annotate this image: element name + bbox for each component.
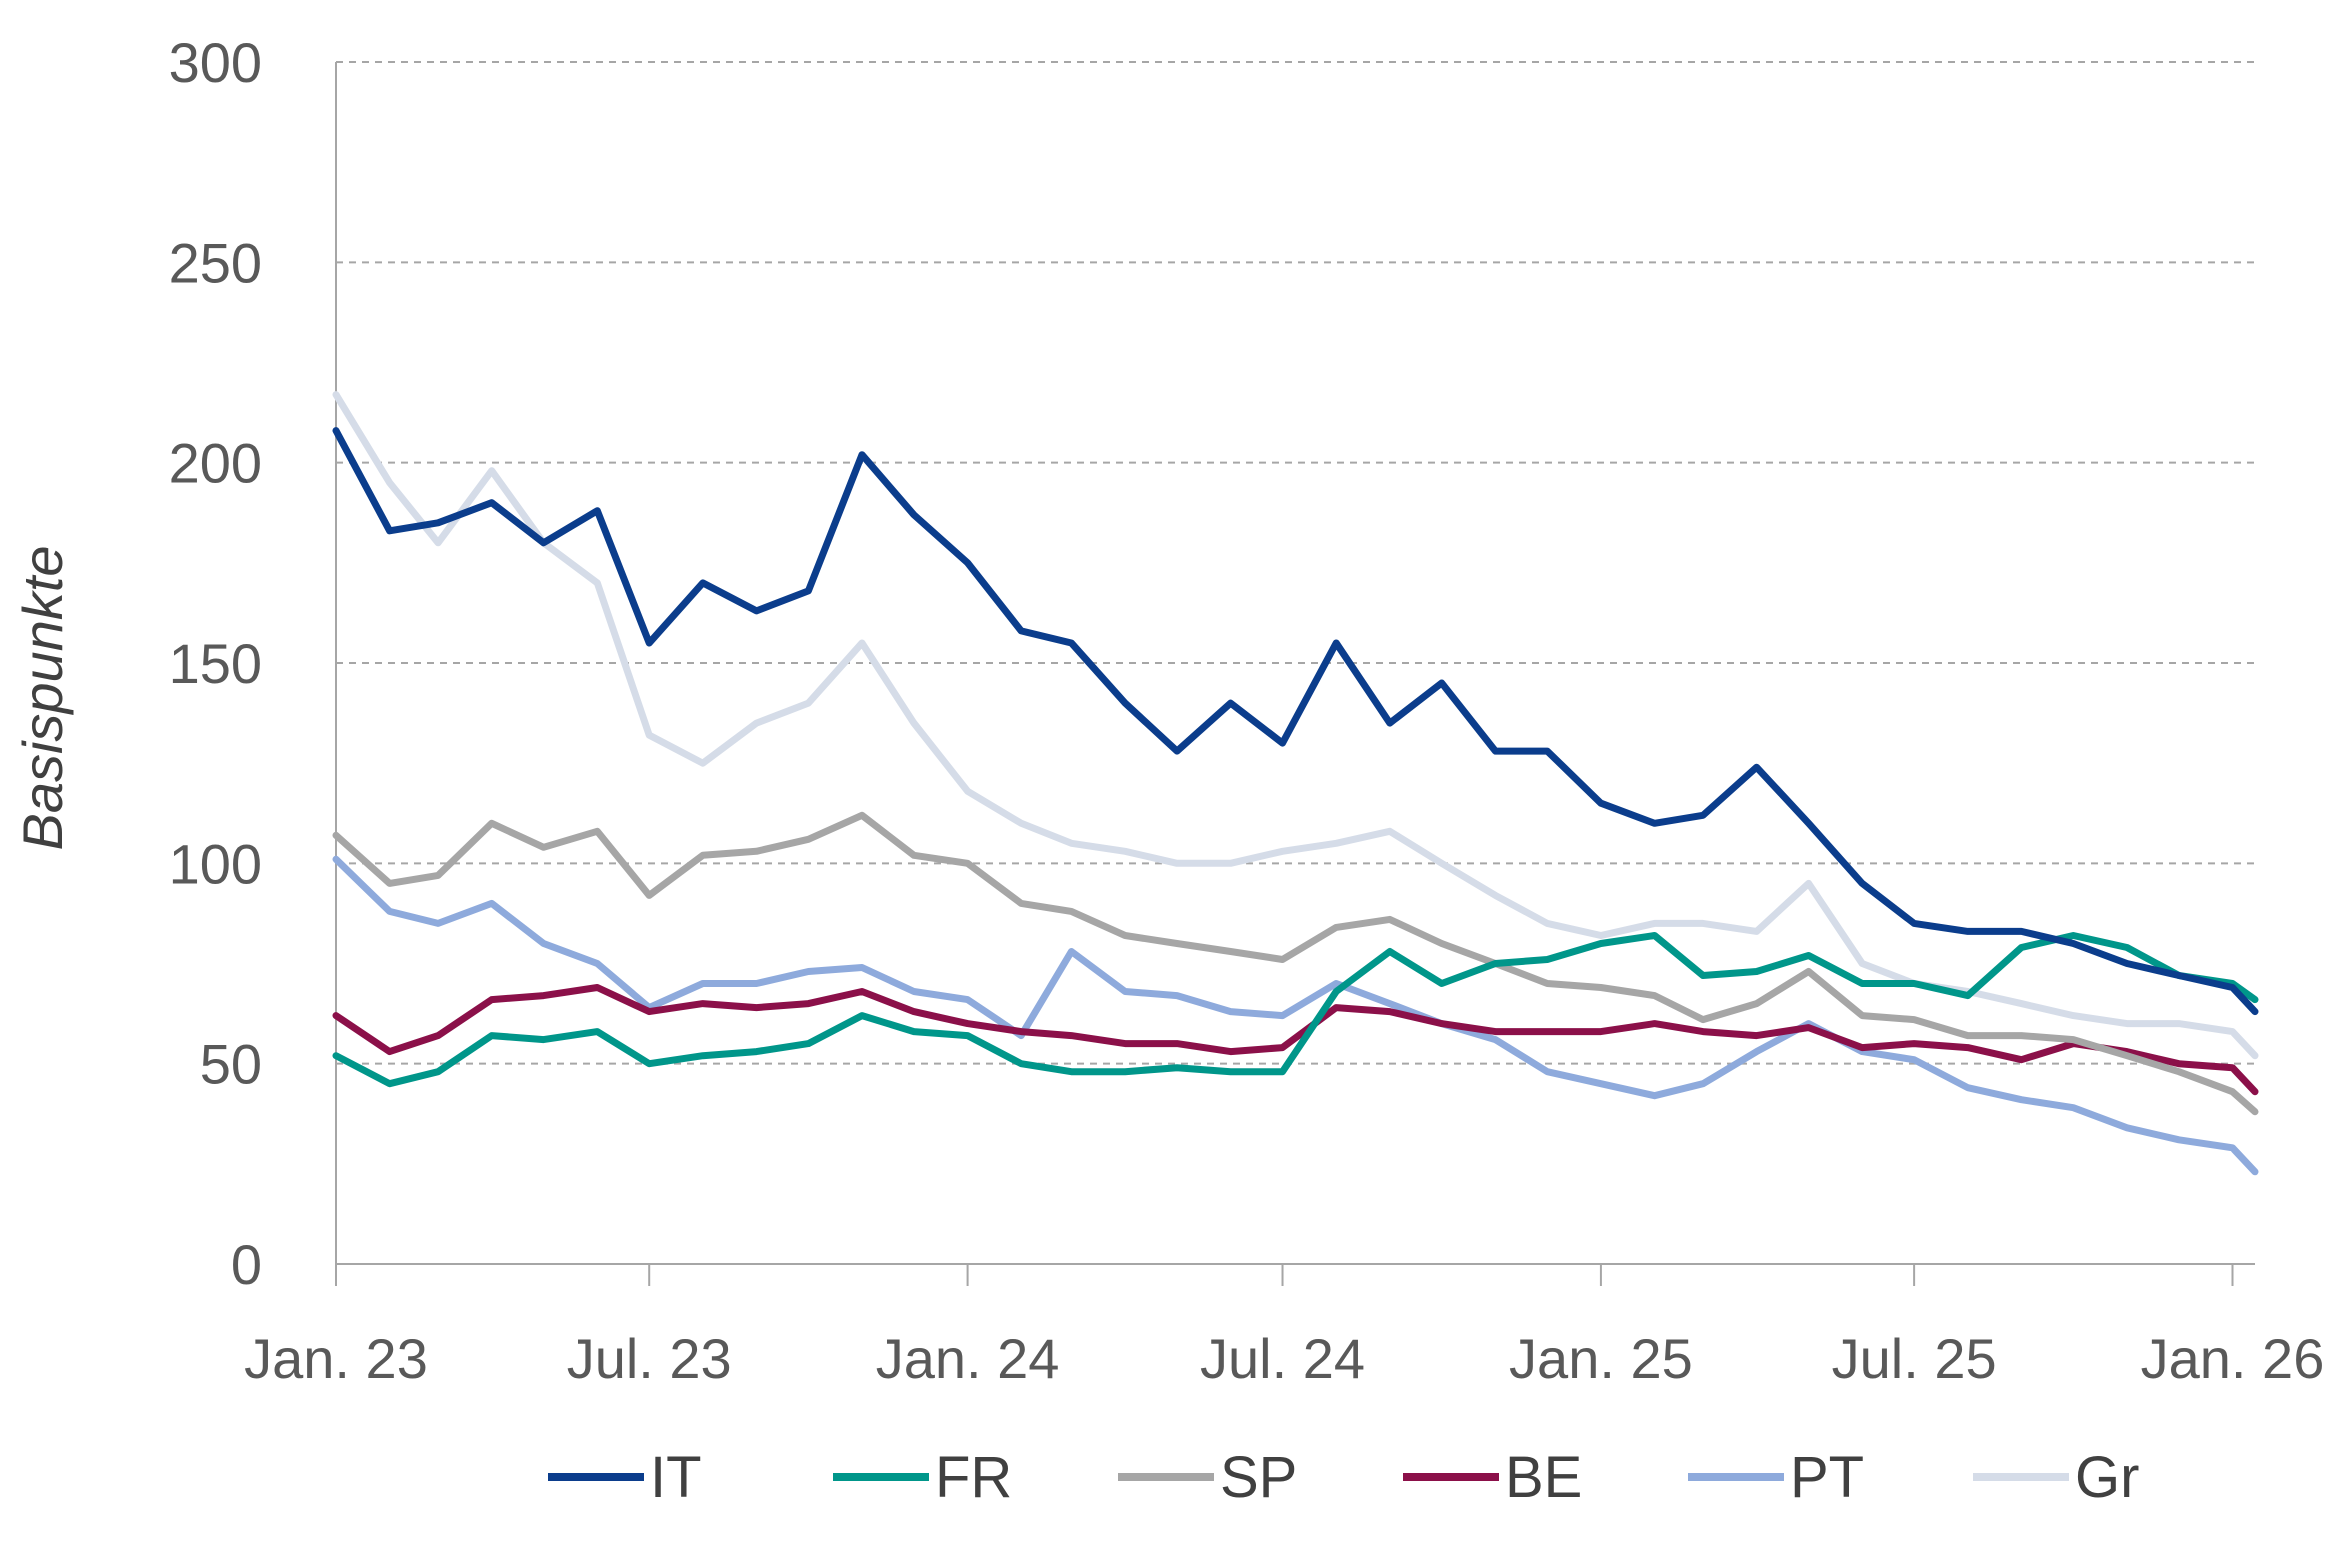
x-tick-label: Jan. 26 bbox=[2141, 1327, 2325, 1390]
legend-label-fr: FR bbox=[935, 1445, 1012, 1510]
legend-label-gr: Gr bbox=[2075, 1445, 2139, 1510]
y-axis-title: Basispunkte bbox=[11, 545, 74, 850]
legend-label-pt: PT bbox=[1790, 1445, 1864, 1510]
legend-label-be: BE bbox=[1505, 1445, 1582, 1510]
gridlines bbox=[336, 61, 2255, 1065]
x-tick-label: Jan. 25 bbox=[1509, 1327, 1693, 1390]
y-tick-label: 150 bbox=[169, 632, 262, 695]
legend-label-it: IT bbox=[650, 1445, 702, 1510]
y-tick-label: 100 bbox=[169, 832, 262, 895]
series-line-sp bbox=[332, 811, 2259, 1116]
y-tick-label: 250 bbox=[169, 231, 262, 294]
series-line-pt bbox=[332, 855, 2259, 1176]
x-tick-label: Jan. 23 bbox=[244, 1327, 428, 1390]
series-line-be bbox=[332, 984, 2259, 1096]
y-tick-label: 0 bbox=[231, 1233, 262, 1296]
series-line-fr bbox=[332, 932, 2259, 1088]
series-line-it bbox=[332, 427, 2259, 1016]
y-tick-label: 200 bbox=[169, 432, 262, 495]
x-tick-label: Jan. 24 bbox=[876, 1327, 1060, 1390]
y-tick-label: 50 bbox=[200, 1033, 262, 1096]
x-tick-label: Jul. 24 bbox=[1200, 1327, 1365, 1390]
series-lines bbox=[332, 391, 2259, 1176]
legend: IT FR SP BE PT Gr bbox=[548, 1445, 2139, 1510]
x-tick-label: Jul. 25 bbox=[1832, 1327, 1997, 1390]
legend-label-sp: SP bbox=[1220, 1445, 1297, 1510]
y-tick-label: 300 bbox=[169, 31, 262, 94]
tick-labels: 0 50 100 150 200 250 300 Jan. 23 Jul. 23 Jan. 24 J… bbox=[169, 31, 2325, 1390]
x-tick-label: Jul. 23 bbox=[567, 1327, 732, 1390]
axes bbox=[335, 62, 2255, 1286]
